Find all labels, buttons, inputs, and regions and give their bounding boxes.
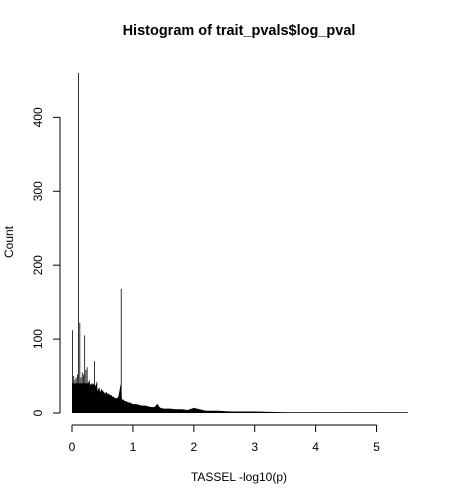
y-tick-label: 200: [31, 255, 45, 275]
chart-title: Histogram of trait_pvals$log_pval: [123, 23, 356, 39]
y-tick-label: 0: [31, 409, 45, 416]
histogram-bars: [72, 73, 408, 413]
x-axis: 0 1 2 3 4 5: [69, 424, 380, 454]
y-tick-label: 400: [31, 107, 45, 127]
x-axis-label: TASSEL -log10(p): [191, 470, 287, 484]
y-tick-label: 300: [31, 181, 45, 201]
x-tick-label: 4: [312, 440, 319, 454]
x-tick-label: 5: [373, 440, 380, 454]
y-tick-label: 100: [31, 329, 45, 349]
x-tick-label: 2: [190, 440, 197, 454]
histogram-bars-body: [72, 383, 407, 413]
x-tick-label: 0: [69, 440, 76, 454]
x-tick-label: 3: [251, 440, 258, 454]
x-tick-label: 1: [130, 440, 137, 454]
y-axis-label: Count: [2, 225, 16, 258]
y-axis: 0 100 200 300 400: [31, 107, 61, 416]
